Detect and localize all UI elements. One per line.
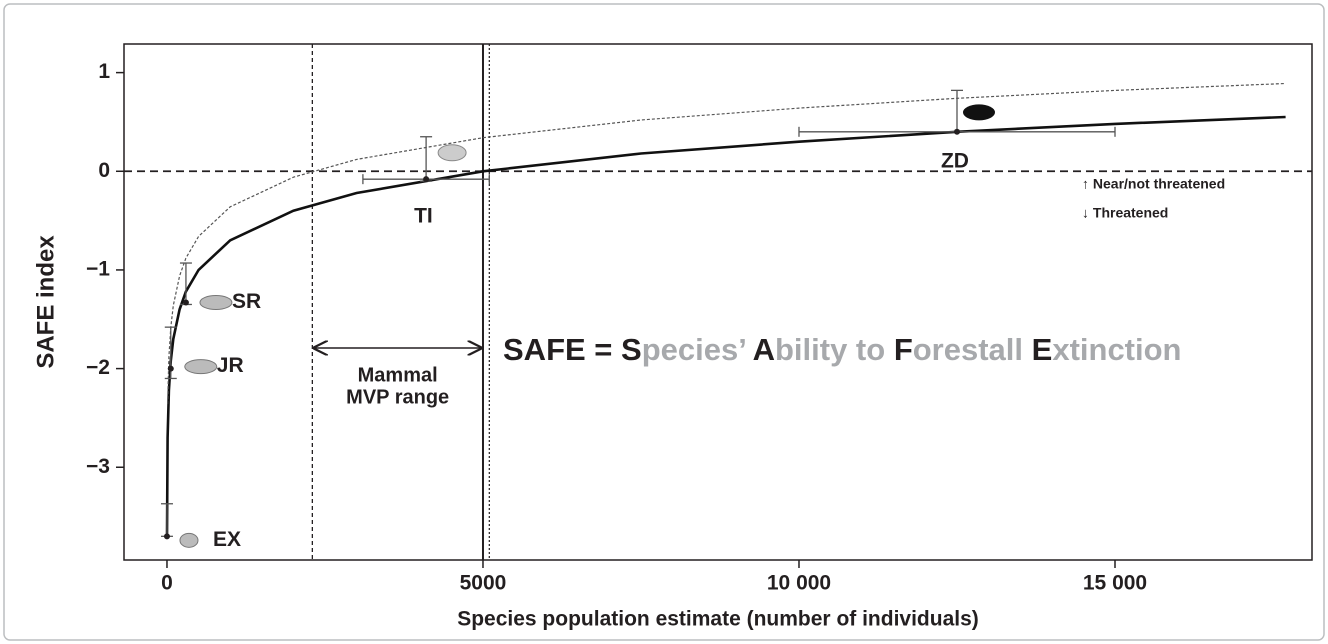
point [953, 128, 960, 135]
x-tick-label: 10 000 [767, 572, 831, 595]
y-axis-label: SAFE index [32, 235, 59, 369]
x-tick-label: 5000 [460, 572, 507, 595]
headline-part: pecies’ [642, 332, 753, 367]
headline-part: S [621, 332, 642, 367]
animal-icon [184, 359, 218, 375]
animal-icon [199, 294, 233, 310]
y-tick-label: −2 [86, 356, 110, 379]
frame [3, 3, 1325, 641]
animal-icon [962, 104, 995, 121]
animal-icon [179, 532, 199, 548]
x-tick-label: 0 [161, 572, 173, 595]
x-axis-label: Species population estimate (number of i… [457, 608, 979, 631]
point [423, 176, 430, 183]
animal-icon [437, 144, 467, 162]
annotation: ↓ Threatened [1082, 205, 1168, 221]
headline-part: bility to [775, 332, 894, 367]
curve [167, 82, 1286, 405]
point-label: SR [232, 290, 261, 313]
x-tick-label: 15 000 [1083, 572, 1147, 595]
y-tick-label: 0 [98, 159, 110, 182]
headline-part: A [753, 332, 775, 367]
plot-area [123, 43, 1313, 561]
headline: SAFE = Species’ Ability to Forestall Ext… [503, 332, 1182, 367]
point [182, 299, 189, 306]
y-tick-label: −3 [86, 455, 110, 478]
point-label: ZD [941, 149, 969, 172]
point [163, 533, 170, 540]
y-tick-label: −1 [86, 257, 110, 280]
annotation: ↑ Near/not threatened [1082, 176, 1225, 192]
y-tick-label: 1 [98, 60, 110, 83]
range-label: Mammal [358, 364, 438, 386]
point-label: TI [414, 205, 433, 228]
headline-part: orestall [913, 332, 1032, 367]
point [167, 365, 174, 372]
headline-part: F [894, 332, 913, 367]
headline-part: SAFE = [503, 332, 621, 367]
range-label: MVP range [346, 386, 449, 408]
point-label: EX [213, 528, 241, 551]
headline-part: E [1032, 332, 1053, 367]
headline-part: xtinction [1052, 332, 1181, 367]
point-label: JR [217, 354, 244, 377]
